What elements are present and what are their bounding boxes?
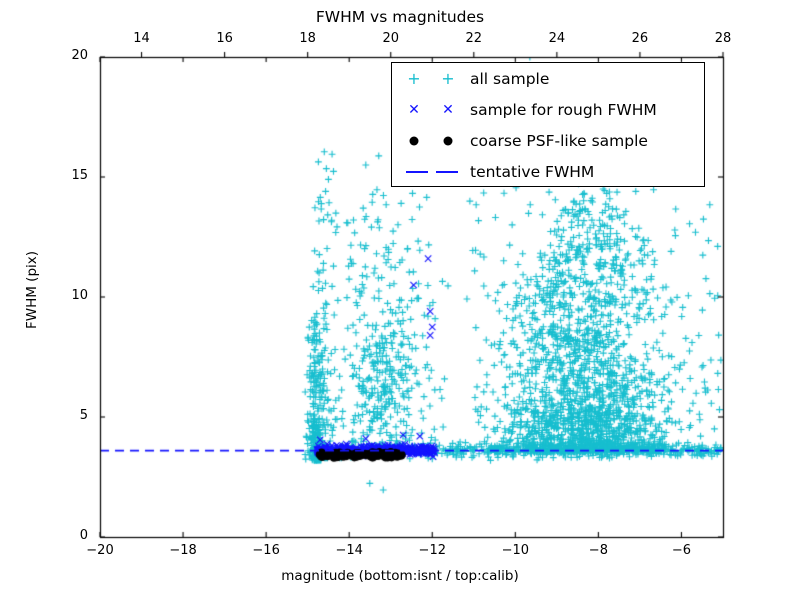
legend-marker-dashed-line-icon — [392, 156, 470, 187]
legend-item: coarse PSF-like sample — [392, 125, 704, 156]
legend-item: ✕ ✕ sample for rough FWHM — [392, 94, 704, 125]
legend-label: all sample — [470, 69, 550, 88]
legend-marker-plus-icon: + + — [407, 68, 455, 88]
legend-label: sample for rough FWHM — [470, 100, 657, 119]
legend-label: tentative FWHM — [470, 162, 595, 181]
legend-item: + + all sample — [392, 63, 704, 94]
legend-marker-dot-icon — [392, 125, 470, 156]
legend: + + all sample ✕ ✕ sample for rough FWHM coars… — [391, 62, 705, 187]
legend-item: tentative FWHM — [392, 156, 704, 187]
legend-marker-cross-icon: ✕ ✕ — [408, 101, 454, 118]
legend-label: coarse PSF-like sample — [470, 131, 648, 150]
